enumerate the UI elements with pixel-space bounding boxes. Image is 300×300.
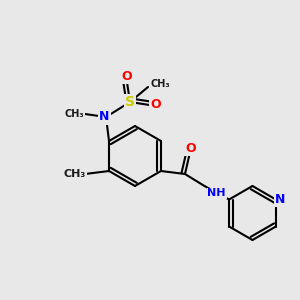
Text: N: N (275, 193, 286, 206)
Text: O: O (186, 142, 196, 155)
Text: O: O (150, 98, 161, 112)
Text: N: N (99, 110, 110, 124)
Text: O: O (122, 70, 132, 83)
Text: CH₃: CH₃ (150, 79, 170, 89)
Text: CH₃: CH₃ (65, 109, 84, 119)
Text: NH: NH (208, 188, 226, 199)
Text: S: S (125, 95, 135, 109)
Text: CH₃: CH₃ (63, 169, 86, 179)
